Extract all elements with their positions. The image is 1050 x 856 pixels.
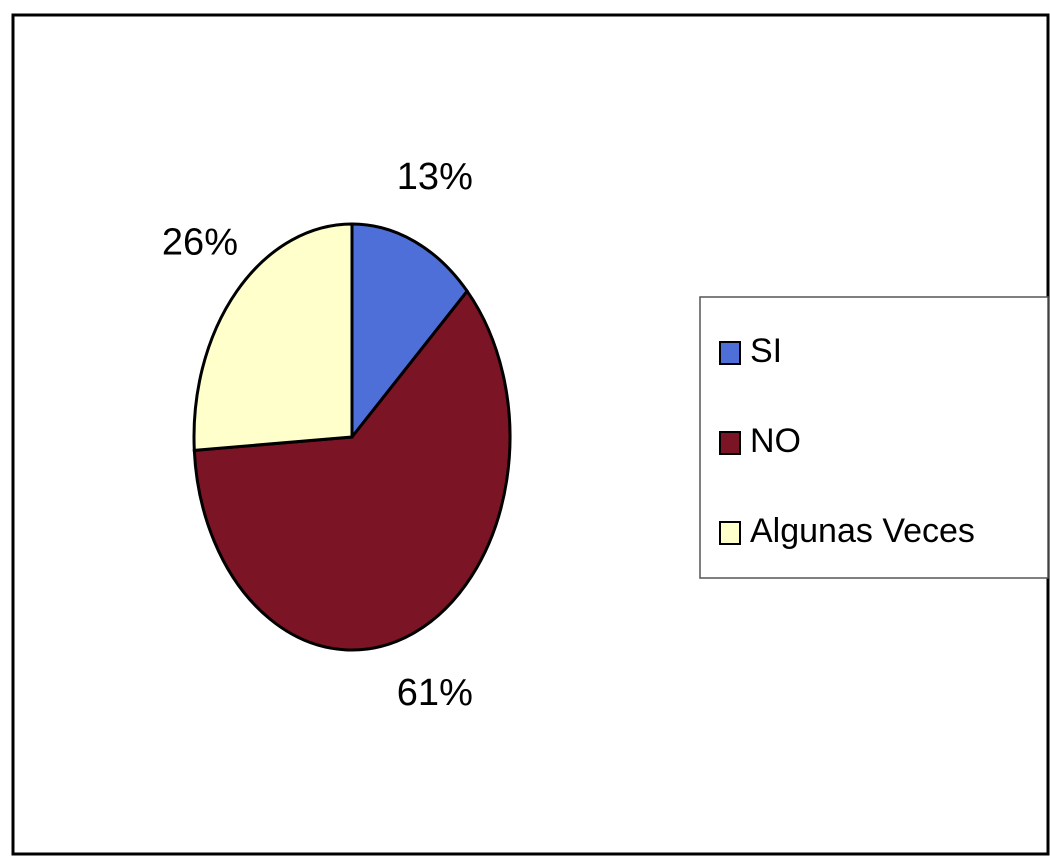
legend-label: Algunas Veces bbox=[750, 512, 975, 550]
legend-label: NO bbox=[750, 422, 801, 460]
legend-swatch bbox=[719, 341, 741, 365]
legend-label: SI bbox=[750, 332, 782, 370]
legend-box bbox=[699, 296, 1049, 579]
pie-slice bbox=[350, 222, 470, 442]
data-label: 26% bbox=[162, 222, 238, 264]
legend-swatch bbox=[719, 431, 741, 455]
data-label: 61% bbox=[397, 672, 473, 714]
data-label: 13% bbox=[397, 156, 473, 198]
pie-slice bbox=[192, 222, 354, 453]
legend-swatch bbox=[719, 521, 741, 545]
pie-slice bbox=[192, 288, 512, 652]
